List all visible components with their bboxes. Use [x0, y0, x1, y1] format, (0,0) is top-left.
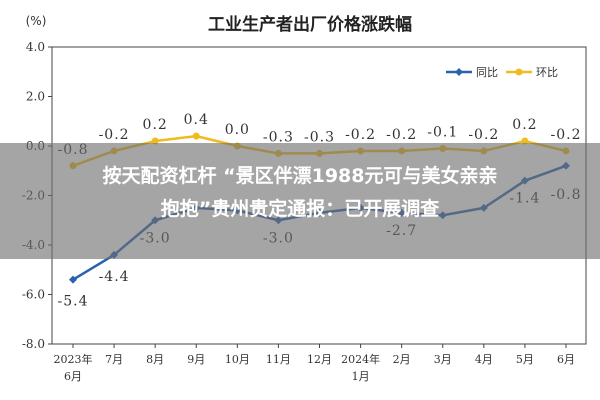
legend-marker [455, 68, 463, 76]
data-label: -0.2 [468, 127, 499, 143]
x-tick-label: 2月 [393, 353, 411, 366]
headline[interactable]: 按天配资杠杆 “景区伴漂1988元可与美女亲亲 抱抱”贵州贵定通报：已开展调查 [0, 160, 600, 226]
y-tick-label: 2.0 [26, 90, 45, 104]
data-label: -5.4 [58, 294, 89, 310]
x-tick-label: 10月 [225, 353, 250, 366]
x-tick-label: 7月 [105, 353, 123, 366]
data-point [521, 137, 529, 145]
data-label: -0.1 [427, 124, 458, 140]
data-label: -0.2 [551, 127, 582, 143]
x-tick-label: 9月 [187, 353, 205, 366]
data-point [151, 137, 159, 145]
headline-line-1: 按天配资杠杆 “景区伴漂1988元可与美女亲亲 [102, 165, 498, 187]
data-label: 0.0 [225, 122, 250, 138]
y-axis-unit: (%) [26, 14, 47, 28]
y-tick-label: -6.0 [22, 288, 45, 302]
data-label: -0.2 [99, 127, 130, 143]
data-label: -0.2 [345, 127, 376, 143]
data-point [192, 132, 200, 140]
x-tick-label: 8月 [146, 353, 164, 366]
x-tick-label: 12月 [307, 353, 332, 366]
x-tick-label: 6月 [557, 353, 575, 366]
y-tick-label: 4.0 [26, 40, 45, 54]
headline-overlay [0, 143, 600, 259]
data-label: 0.4 [184, 112, 209, 128]
legend-label: 环比 [536, 66, 558, 79]
data-point [69, 275, 77, 284]
x-tick-label: 2023年 [54, 352, 93, 366]
headline-line-2: 抱抱”贵州贵定通报：已开展调查 [160, 198, 440, 220]
x-tick-label: 2024年 [341, 352, 380, 366]
chart-title: 工业生产者出厂价格涨跌幅 [208, 14, 412, 35]
y-tick-label: -8.0 [22, 337, 45, 351]
data-label: -0.3 [304, 129, 335, 145]
x-tick-label: 4月 [475, 353, 493, 366]
data-label: -4.4 [99, 269, 130, 285]
data-label: -0.3 [263, 129, 294, 145]
data-label: 0.2 [512, 117, 537, 133]
x-tick-label: 11月 [266, 353, 291, 366]
data-label: -0.2 [386, 127, 417, 143]
x-tick-label: 3月 [434, 353, 452, 366]
x-tick-label: 1月 [352, 370, 370, 383]
x-tick-label: 5月 [516, 353, 534, 366]
legend-label: 同比 [476, 66, 498, 79]
data-label: 0.2 [143, 117, 168, 133]
x-tick-label: 6月 [64, 370, 82, 383]
legend-marker [515, 68, 523, 76]
